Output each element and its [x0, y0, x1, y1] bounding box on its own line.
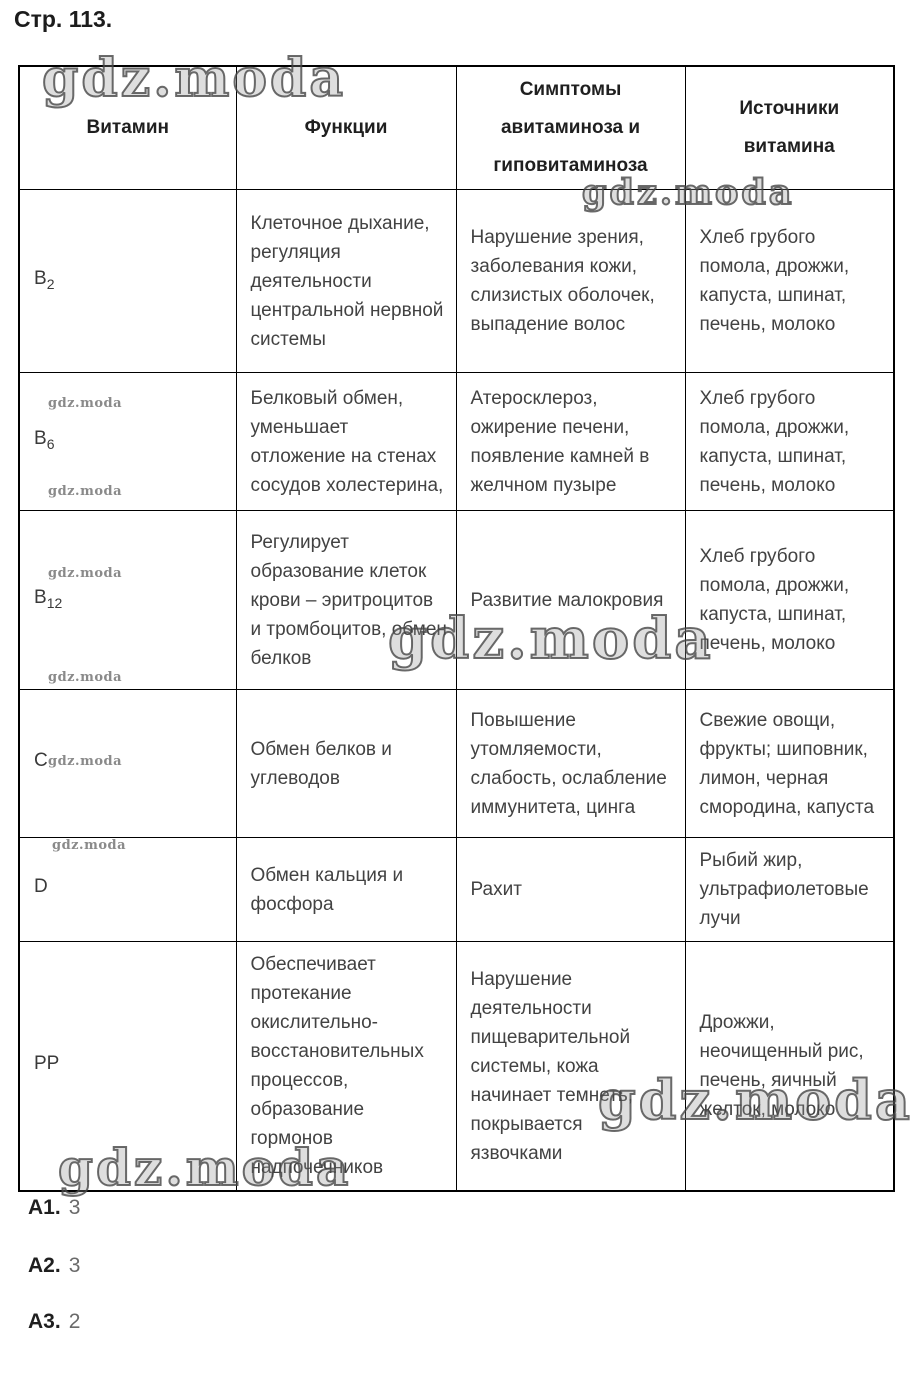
vitamins-table: Витамин Функции Симптомы авитаминоза и г…	[18, 65, 895, 1192]
sources-cell: Свежие овощи, фрукты; шиповник, лимон, ч…	[684, 689, 895, 838]
functions-cell: Белковый обмен, уменьшает отложение на с…	[235, 372, 457, 511]
symptoms-cell: Нарушение зрения, заболевания кожи, слиз…	[455, 189, 686, 373]
answer-value: 2	[68, 1310, 81, 1333]
answer-value: 3	[68, 1254, 81, 1277]
answer-a3: А3. 2	[28, 1310, 80, 1334]
vitamin-subscript: 12	[46, 594, 63, 611]
vitamin-label: PP	[34, 1052, 60, 1074]
vitamin-cell: B6	[18, 372, 237, 511]
vitamin-label: B	[34, 586, 47, 608]
vitamin-cell: C	[18, 689, 237, 838]
vitamin-cell: PP	[18, 941, 237, 1192]
sources-cell: Хлеб грубого помола, дрожжи, капуста, шп…	[684, 189, 895, 373]
table-row: B2 Клеточное дыхание, регуляция деятельн…	[18, 189, 895, 373]
table-row: C Обмен белков и углеводов Повышение уто…	[18, 689, 895, 838]
vitamin-subscript: 6	[46, 435, 55, 452]
functions-cell: Регулирует образование клеток крови – эр…	[235, 510, 457, 690]
vitamin-label: B	[34, 267, 47, 289]
table-row: B12 Регулирует образование клеток крови …	[18, 510, 895, 690]
header-sources: Источники витамина	[684, 65, 895, 190]
vitamin-cell: D	[18, 837, 237, 942]
vitamin-label: B	[34, 428, 47, 450]
vitamin-cell: B2	[18, 189, 237, 373]
sources-cell: Дрожжи, неочищенный рис, печень, яичный …	[684, 941, 895, 1192]
symptoms-cell: Атеросклероз, ожирение печени, появление…	[455, 372, 686, 511]
answer-label: А1.	[28, 1196, 61, 1219]
table-row: D Обмен кальция и фосфора Рахит Рыбий жи…	[18, 837, 895, 942]
symptoms-cell: Развитие малокровия	[455, 510, 686, 690]
sources-cell: Хлеб грубого помола, дрожжи, капуста, шп…	[684, 372, 895, 511]
answer-a2: А2. 3	[28, 1254, 80, 1278]
answer-label: А3.	[28, 1310, 61, 1333]
vitamin-subscript: 2	[46, 275, 55, 292]
answer-a1: А1. 3	[28, 1196, 80, 1220]
vitamin-label: D	[34, 876, 48, 898]
functions-cell: Обеспечивает протекание окислительно-вос…	[235, 941, 457, 1192]
sources-cell: Хлеб грубого помола, дрожжи, капуста, шп…	[684, 510, 895, 690]
vitamin-cell: B12	[18, 510, 237, 690]
symptoms-cell: Нарушение деятельности пищеварительной с…	[455, 941, 686, 1192]
sources-cell: Рыбий жир, ультрафиолетовые лучи	[684, 837, 895, 942]
header-functions: Функции	[235, 65, 457, 190]
page-title: Стр. 113.	[14, 6, 113, 32]
table-header-row: Витамин Функции Симптомы авитаминоза и г…	[18, 65, 895, 190]
functions-cell: Клеточное дыхание, регуляция деятельност…	[235, 189, 457, 373]
header-symptoms: Симптомы авитаминоза и гиповитаминоза	[455, 65, 686, 190]
table-row: PP Обеспечивает протекание окислительно-…	[18, 941, 895, 1192]
symptoms-cell: Рахит	[455, 837, 686, 942]
vitamin-label: C	[34, 750, 48, 772]
functions-cell: Обмен белков и углеводов	[235, 689, 457, 838]
symptoms-cell: Повышение утомляемости, слабость, ослабл…	[455, 689, 686, 838]
functions-cell: Обмен кальция и фосфора	[235, 837, 457, 942]
header-vitamin: Витамин	[18, 65, 237, 190]
table-row: B6 Белковый обмен, уменьшает отложение н…	[18, 372, 895, 511]
answer-value: 3	[68, 1196, 81, 1219]
answer-label: А2.	[28, 1254, 61, 1277]
